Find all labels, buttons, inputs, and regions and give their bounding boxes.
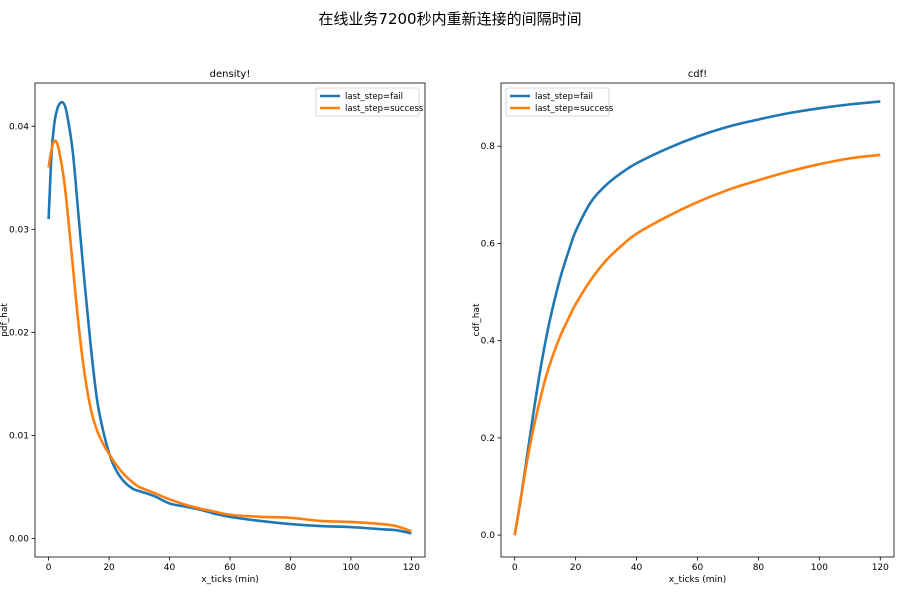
x-tick-label: 80 [753,563,765,573]
y-tick-label: 0.03 [9,225,29,235]
y-axis-label: cdf_hat [472,303,482,337]
density-axes: density! 0 20 40 60 80 100 120 0.00 0.01 0.02 0.03 0… [0,69,426,585]
y-tick-label: 0.4 [481,337,496,347]
x-tick-label: 120 [403,563,420,573]
x-tick-label: 0 [46,563,52,573]
x-tick-label: 20 [570,563,582,573]
figure-title: 在线业务7200秒内重新连接的间隔时间 [318,10,581,28]
legend-label-fail: last_step=fail [535,92,593,102]
plot-area [500,82,895,558]
x-tick-label: 60 [692,563,704,573]
y-tick-label: 0.00 [9,534,29,544]
cdf-axes: cdf! 0 20 40 60 80 100 120 0.0 0.2 0.4 0.6 0.8 x_tick… [472,69,895,585]
x-tick-label: 40 [631,563,643,573]
series-line-success [513,153,881,536]
axes-title: density! [210,69,251,80]
y-axis-label: pdf_hat [0,303,10,337]
y-tick-label: 0.8 [481,142,496,152]
legend: last_step=fail last_step=success [505,87,614,117]
legend-box [315,87,420,117]
legend-label-success: last_step=success [535,104,614,114]
x-axis-label: x_ticks (min) [669,575,727,585]
x-tick-label: 80 [285,563,297,573]
x-tick-label: 20 [103,563,115,573]
series-line-fail [47,100,412,535]
y-tick-label: 0.02 [9,328,29,338]
axes-title: cdf! [688,69,707,80]
y-tick-label: 0.01 [9,431,29,441]
legend-box [505,87,610,117]
y-tick-label: 0.04 [9,122,29,132]
legend: last_step=fail last_step=success [315,87,424,117]
x-tick-label: 120 [872,563,889,573]
x-tick-label: 100 [811,563,828,573]
y-tick-label: 0.2 [481,434,495,444]
x-tick-label: 0 [512,563,518,573]
y-tick-label: 0.6 [481,239,496,249]
series-line-success [47,139,412,533]
x-axis-label: x_ticks (min) [201,575,259,585]
legend-label-fail: last_step=fail [345,92,403,102]
x-tick-label: 40 [164,563,176,573]
plot-area [34,82,426,558]
legend-label-success: last_step=success [345,104,424,114]
x-tick-label: 60 [224,563,236,573]
y-tick-label: 0.0 [481,531,496,541]
series-line-fail [513,100,881,536]
x-tick-label: 100 [342,563,359,573]
